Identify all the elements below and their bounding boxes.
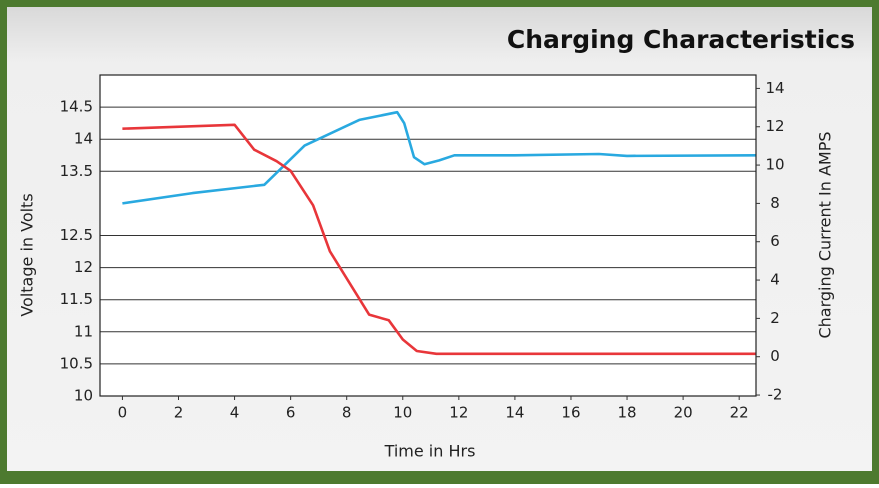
x-tick-label: 20 <box>674 404 693 422</box>
y2-tick-label: 4 <box>770 271 780 289</box>
x-axis-title: Time in Hrs <box>384 442 476 461</box>
y-tick-label: 11.5 <box>60 290 93 308</box>
y2-tick-label: 14 <box>765 79 784 97</box>
y-tick-label: 10 <box>74 387 93 405</box>
y2-tick-label: 0 <box>770 347 780 365</box>
y-tick-label: 14 <box>74 130 93 148</box>
y2-tick-label: 12 <box>765 117 784 135</box>
x-tick-label: 2 <box>174 404 184 422</box>
y-axis-title: Voltage in Volts <box>18 193 37 316</box>
y-tick-label: 14.5 <box>60 98 93 116</box>
x-tick-label: 18 <box>617 404 636 422</box>
y-tick-label: 13.5 <box>60 162 93 180</box>
y-tick-label: 11 <box>74 322 93 340</box>
y2-axis-title: Charging Current In AMPS <box>816 131 835 338</box>
chart-title: Charging Characteristics <box>507 25 855 54</box>
y2-tick-label: -2 <box>768 386 783 404</box>
y2-tick-label: 8 <box>770 194 780 212</box>
x-tick-label: 0 <box>118 404 128 422</box>
x-tick-label: 4 <box>230 404 240 422</box>
plot-border <box>99 74 757 397</box>
x-tick-label: 6 <box>286 404 296 422</box>
series-line <box>122 123 756 356</box>
x-tick-label: 10 <box>393 404 412 422</box>
y2-tick-label: 6 <box>770 232 780 250</box>
y2-tick-label: 2 <box>770 309 780 327</box>
x-tick-label: 8 <box>342 404 352 422</box>
y-tick-label: 12.5 <box>60 226 93 244</box>
x-tick-label: 12 <box>449 404 468 422</box>
y-tick-label: 10.5 <box>60 354 93 372</box>
x-tick-label: 16 <box>561 404 580 422</box>
x-tick-label: 22 <box>730 404 749 422</box>
y-tick-label: 12 <box>74 258 93 276</box>
y2-tick-label: 10 <box>765 156 784 174</box>
series-line <box>122 110 757 205</box>
x-tick-label: 14 <box>505 404 524 422</box>
